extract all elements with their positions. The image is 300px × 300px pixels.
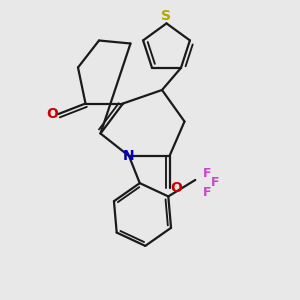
Text: N: N	[123, 149, 135, 163]
Text: S: S	[161, 9, 172, 23]
Text: O: O	[170, 181, 182, 195]
Text: O: O	[46, 107, 58, 121]
Text: F: F	[211, 176, 219, 189]
Text: F: F	[202, 186, 211, 199]
Text: F: F	[202, 167, 211, 180]
